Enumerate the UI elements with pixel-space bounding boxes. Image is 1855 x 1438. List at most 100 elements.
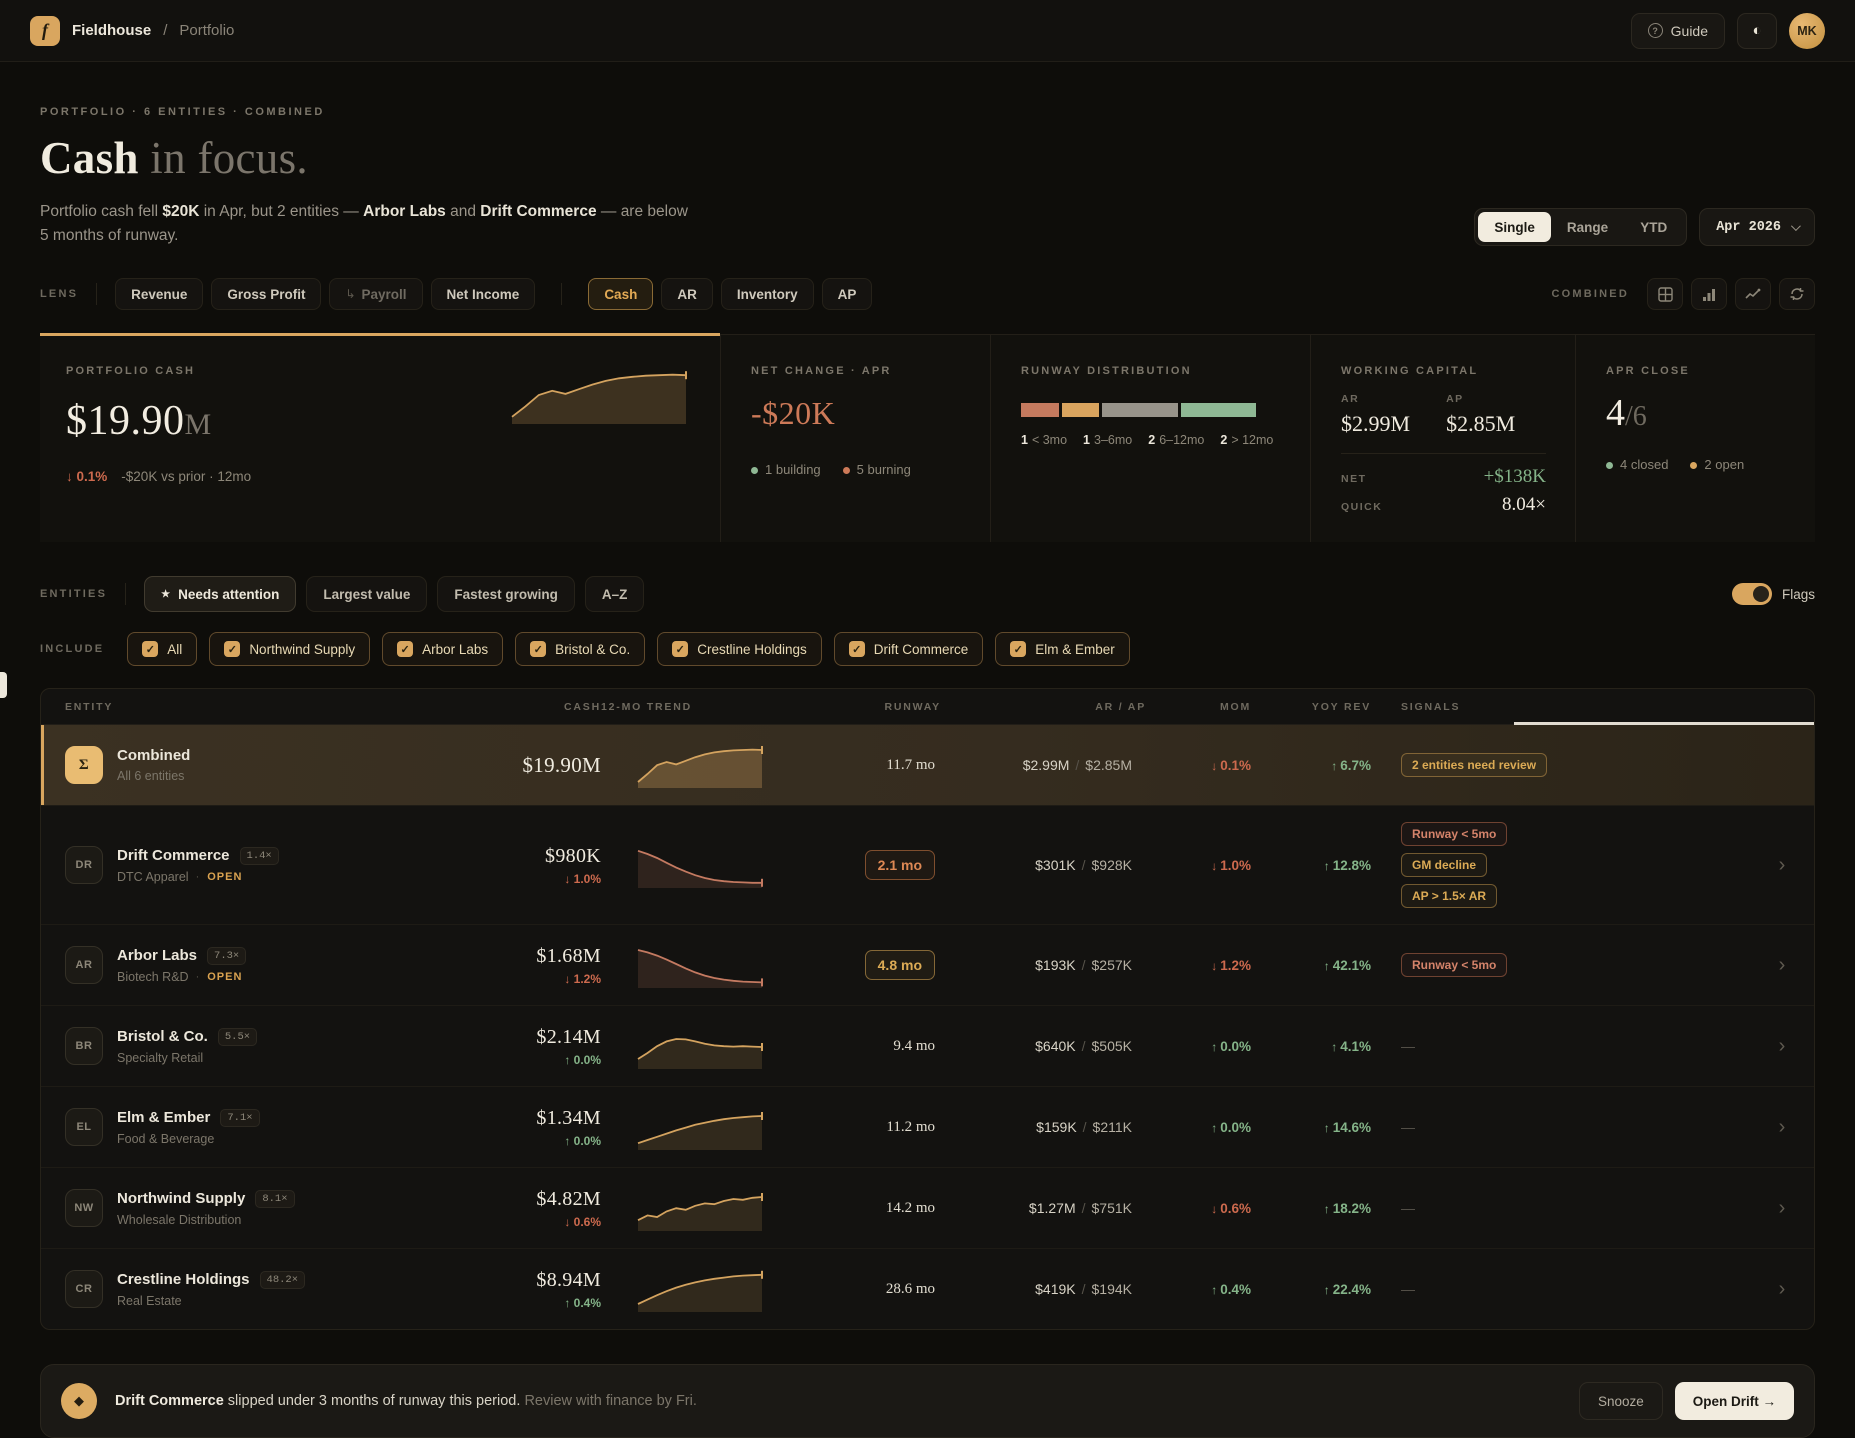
runway-value: 11.7 mo	[886, 757, 935, 774]
line-chart-icon[interactable]	[1735, 278, 1771, 311]
flags-toggle[interactable]	[1731, 583, 1772, 606]
lens-tab-cash[interactable]: Cash	[588, 278, 654, 311]
portfolio-eyebrow: PORTFOLIO · 6 ENTITIES · COMBINED	[40, 106, 325, 118]
runway-segment-4	[1180, 403, 1256, 418]
legend-dot	[1690, 462, 1698, 470]
entities-table: ENTITY CASH 12-MO TREND RUNWAY AR / AP MOM YOY…	[40, 688, 1815, 1331]
table-row[interactable]: BR Bristol & Co. 5.5× Specialty Retail $…	[41, 1006, 1814, 1088]
table-row[interactable]: DR Drift Commerce 1.4× DTC Apparel OPEN …	[41, 806, 1814, 926]
table-header: ENTITY CASH 12-MO TREND RUNWAY AR / AP MOM YOY…	[41, 689, 1814, 726]
row-chevron-icon[interactable]: ›	[1778, 953, 1786, 976]
portfolio-cash-sparkline	[510, 365, 690, 430]
up-arrow-icon: ↑	[1323, 958, 1330, 973]
row-chevron-icon[interactable]: ›	[1778, 1277, 1786, 1300]
up-arrow-icon: ↑	[1323, 858, 1330, 873]
include-filter-northwind-supply[interactable]: ✓ Northwind Supply	[209, 632, 371, 667]
sort-fastest-growing[interactable]: Fastest growing	[437, 576, 575, 613]
runway-value: 28.6 mo	[885, 1281, 935, 1298]
snooze-button[interactable]: Snooze	[1578, 1382, 1663, 1421]
apr-close-card: APR CLOSE 4/6 4 closed 2 open	[1575, 335, 1815, 543]
period-mode-ytd[interactable]: YTD	[1640, 219, 1668, 235]
entity-avatar: CR	[65, 1270, 103, 1309]
signal-badge[interactable]: GM decline	[1401, 853, 1488, 878]
up-arrow-icon: ↑	[1211, 1039, 1218, 1054]
table-row[interactable]: CR Crestline Holdings 48.2× Real Estate …	[41, 1249, 1814, 1329]
include-filter-elm-ember[interactable]: ✓ Elm & Ember	[995, 632, 1130, 667]
ar-ap-values: $640K / $505K	[1035, 1038, 1132, 1055]
runway-value: 11.2 mo	[886, 1119, 935, 1136]
lens-tab-label: AR	[677, 286, 697, 302]
period-mode-single[interactable]: Single	[1478, 212, 1551, 243]
lens-tab-gross-profit[interactable]: Gross Profit	[211, 278, 322, 311]
table-grid-icon[interactable]	[1647, 278, 1683, 311]
include-filter-arbor-labs[interactable]: ✓ Arbor Labs	[382, 632, 504, 667]
sort-a-z[interactable]: A–Z	[584, 576, 645, 613]
column-header-runway: RUNWAY	[884, 700, 941, 713]
include-filter-crestline-holdings[interactable]: ✓ Crestline Holdings	[657, 632, 822, 667]
ar-ap-values: $2.99M / $2.85M	[1022, 757, 1132, 774]
lens-tab-net-income[interactable]: Net Income	[430, 278, 536, 311]
signal-badge[interactable]: 2 entities need review	[1401, 753, 1548, 778]
runway-value: 9.4 mo	[893, 1038, 935, 1055]
lens-tabs: Revenue Gross Profit ↳ Payroll Net Income Cas…	[115, 278, 873, 311]
column-header-cash: CASH	[564, 700, 601, 713]
signals: —	[1371, 1022, 1750, 1070]
ap-value: $2.85M	[1446, 411, 1516, 437]
lens-tab-revenue[interactable]: Revenue	[115, 278, 204, 311]
net-change-legend-item: 5 burning	[842, 462, 911, 477]
table-row[interactable]: EL Elm & Ember 7.1× Food & Beverage $1.3…	[41, 1087, 1814, 1169]
bar-chart-icon[interactable]	[1691, 278, 1727, 311]
period-mode-range[interactable]: Range	[1566, 219, 1609, 235]
runway-distribution-label: RUNWAY DISTRIBUTION	[1021, 365, 1192, 378]
table-row[interactable]: AR Arbor Labs 7.3× Biotech R&D OPEN $1.6…	[41, 925, 1814, 1007]
entity-open-status: OPEN	[196, 971, 243, 983]
theme-toggle-button[interactable]: ◐	[1737, 12, 1777, 49]
down-arrow-icon: ↓	[1211, 758, 1218, 773]
cash-delta: ↑ 0.0%	[564, 1052, 601, 1067]
entity-avatar: DR	[65, 846, 103, 885]
row-chevron-icon[interactable]: ›	[1778, 1034, 1786, 1057]
view-mode-label: COMBINED	[1551, 288, 1629, 301]
horizontal-scrollbar-thumb[interactable]	[1514, 722, 1814, 726]
include-filter-drift-commerce[interactable]: ✓ Drift Commerce	[833, 632, 984, 667]
refresh-icon[interactable]	[1779, 278, 1815, 311]
signal-badge[interactable]: Runway < 5mo	[1401, 822, 1508, 847]
lens-tab-inventory[interactable]: Inventory	[720, 278, 814, 311]
signals: —	[1371, 1184, 1750, 1232]
entity-open-status: OPEN	[196, 871, 243, 883]
portfolio-cash-label: PORTFOLIO CASH	[66, 365, 196, 378]
cash-delta: ↑ 0.4%	[564, 1295, 601, 1310]
brand-name[interactable]: Fieldhouse	[72, 22, 152, 39]
include-filter-bristol-co-[interactable]: ✓ Bristol & Co.	[515, 632, 646, 667]
portfolio-cash-value: $19.90M	[66, 398, 212, 445]
sort-needs-attention[interactable]: ★ Needs attention	[144, 576, 297, 613]
signal-badge[interactable]: AP > 1.5× AR	[1401, 884, 1498, 909]
period-picker-button[interactable]: Apr 2026	[1699, 208, 1815, 247]
entity-avatar: AR	[65, 946, 103, 985]
runway-cell: 28.6 mo	[801, 1264, 941, 1314]
lens-tab-ar[interactable]: AR	[661, 278, 713, 311]
cash-delta: ↓ 1.0%	[564, 871, 601, 886]
entity-avatar: BR	[65, 1027, 103, 1066]
include-filter-label: Crestline Holdings	[697, 641, 807, 657]
summary-fragment: Portfolio cash fell	[40, 203, 163, 220]
fieldhouse-logo-icon[interactable]: f	[30, 15, 60, 46]
table-row[interactable]: Σ Combined All 6 entities $19.90M 11.7 m…	[41, 725, 1814, 807]
net-change-label: NET CHANGE · APR	[751, 365, 892, 378]
user-avatar[interactable]: MK	[1789, 12, 1825, 49]
row-chevron-icon[interactable]: ›	[1778, 1115, 1786, 1138]
vertical-scroll-indicator[interactable]	[0, 672, 7, 698]
table-row[interactable]: NW Northwind Supply 8.1× Wholesale Distr…	[41, 1168, 1814, 1250]
row-chevron-icon[interactable]: ›	[1778, 853, 1786, 876]
guide-button[interactable]: ? Guide	[1630, 12, 1725, 49]
cash-delta: ↓ 1.2%	[564, 971, 601, 986]
entity-sort-options: ★ Needs attention Largest value Fastest gro…	[144, 576, 645, 613]
lens-tab-ap[interactable]: AP	[821, 278, 873, 311]
open-drift-button[interactable]: Open Drift →	[1674, 1382, 1794, 1421]
sort-largest-value[interactable]: Largest value	[306, 576, 428, 613]
entity-avatar: Σ	[65, 746, 103, 785]
include-filter-all[interactable]: ✓ All	[127, 632, 198, 667]
signal-badge[interactable]: Runway < 5mo	[1401, 953, 1508, 978]
lens-tab-payroll[interactable]: ↳ Payroll	[329, 278, 423, 311]
row-chevron-icon[interactable]: ›	[1778, 1196, 1786, 1219]
